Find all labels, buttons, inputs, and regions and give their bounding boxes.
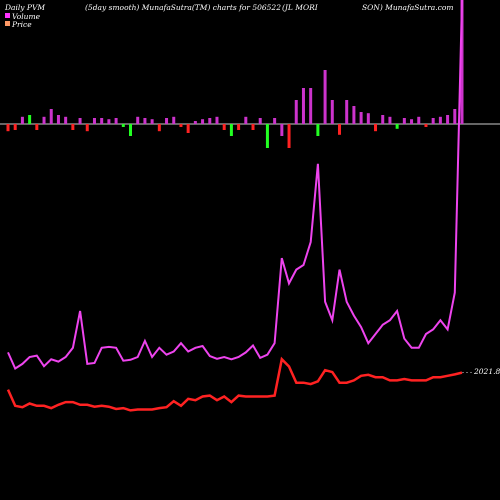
volume-bar xyxy=(323,70,327,124)
volume-bar xyxy=(100,118,104,124)
volume-bar xyxy=(424,124,428,127)
volume-bar xyxy=(13,124,17,130)
volume-bar xyxy=(345,100,349,124)
volume-bar xyxy=(85,124,89,132)
volume-bar xyxy=(114,118,118,124)
legend-price-swatch xyxy=(5,21,10,26)
volume-bar xyxy=(35,124,39,130)
volume-bar xyxy=(237,124,241,130)
volume-bar xyxy=(215,116,219,124)
volume-bar xyxy=(49,109,53,124)
volume-bar xyxy=(258,118,262,124)
series-lines xyxy=(6,0,472,412)
volume-bar xyxy=(107,119,111,124)
volume-bar xyxy=(417,116,421,124)
volume-bar xyxy=(92,118,96,124)
volume-bar xyxy=(193,121,197,124)
legend-volume-swatch xyxy=(5,13,10,18)
volume-bar xyxy=(446,115,450,124)
volume-bar xyxy=(330,100,334,124)
volume-bar xyxy=(136,116,140,124)
chart-header-right-line2: SON) MunafaSutra.com xyxy=(362,3,453,12)
volume-bar xyxy=(71,124,75,130)
volume-bar xyxy=(460,0,464,124)
volume-bar xyxy=(381,115,385,124)
volume-bar xyxy=(6,124,10,132)
price-line xyxy=(6,356,463,412)
volume-bar xyxy=(208,118,212,124)
volume-bar xyxy=(294,100,298,124)
volume-bar xyxy=(143,118,147,124)
chart-header-right-line1: (JL MORI xyxy=(282,3,319,12)
volume-bar xyxy=(265,124,269,148)
volume-bar xyxy=(28,115,32,124)
volume-bar xyxy=(395,124,399,129)
volume-bar xyxy=(301,88,305,124)
volume-bar xyxy=(359,112,363,124)
volume-bar xyxy=(316,124,320,136)
volume-bars xyxy=(6,0,464,148)
volume-bar xyxy=(410,119,414,124)
volume-bar xyxy=(388,116,392,124)
volume-bar xyxy=(273,118,277,124)
volume-bar xyxy=(42,116,46,124)
volume-bar xyxy=(244,116,248,124)
volume-bar xyxy=(121,124,125,127)
volume-bar xyxy=(229,124,233,136)
last-price-label: 2021.85 xyxy=(473,367,500,376)
legend-volume-label: Volume xyxy=(12,12,41,21)
volume-bar xyxy=(179,124,183,127)
volume-bar xyxy=(453,109,457,124)
volume-bar xyxy=(165,118,169,124)
volume-bar xyxy=(352,106,356,124)
volume-bar xyxy=(172,116,176,124)
volume-bar xyxy=(56,115,60,124)
volume-bar xyxy=(438,116,442,124)
volume-line xyxy=(7,0,463,370)
volume-bar xyxy=(150,119,154,124)
volume-bar xyxy=(64,116,68,124)
volume-bar xyxy=(129,124,133,136)
volume-bar xyxy=(287,124,291,148)
volume-bar xyxy=(157,124,161,132)
volume-bar xyxy=(78,118,82,124)
volume-bar xyxy=(431,118,435,124)
volume-bar xyxy=(280,124,284,136)
volume-bar xyxy=(222,124,226,130)
legend-price-label: Price xyxy=(11,20,32,29)
volume-bar xyxy=(374,124,378,132)
volume-bar xyxy=(337,124,341,135)
volume-bar xyxy=(251,124,255,130)
volume-bar xyxy=(366,113,370,124)
volume-bar xyxy=(309,88,313,124)
volume-bar xyxy=(186,124,190,133)
volume-bar xyxy=(201,119,205,124)
chart-header-left: Daily PVM xyxy=(4,3,45,12)
volume-bar xyxy=(402,118,406,124)
chart-header-center: (5day smooth) MunafaSutra(TM) charts for… xyxy=(85,3,281,12)
volume-bar xyxy=(20,116,24,124)
